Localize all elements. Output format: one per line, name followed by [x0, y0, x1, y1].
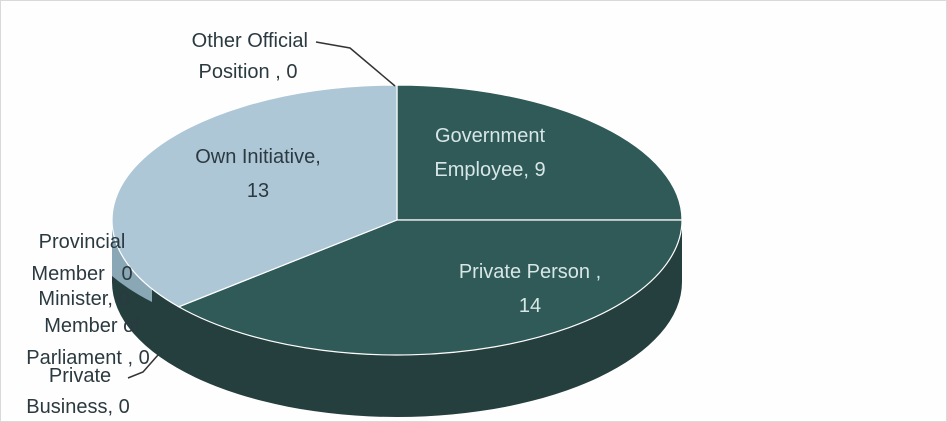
label-parliament-line1: Member of: [44, 315, 140, 337]
label-private-person-line2: 14: [519, 295, 541, 317]
label-own-initiative-line1: Own Initiative,: [195, 146, 321, 168]
label-parliament-line2: Parliament , 0: [26, 347, 149, 369]
pie-side-light: [112, 220, 152, 302]
label-private-business-line2: Business, 0: [26, 396, 129, 418]
label-provincial-member-line1: Provincial: [39, 231, 126, 253]
label-provincial-member-line2: Member , 0: [31, 263, 132, 285]
label-own-initiative-line2: 13: [247, 180, 269, 202]
label-minister: Minister, 0: [38, 288, 129, 310]
label-government-employee-line1: Government: [435, 125, 545, 147]
slice-layer: [111, 84, 683, 356]
pie-slice-government-employee: [396, 84, 683, 221]
label-government-employee-line2: Employee, 9: [434, 159, 545, 181]
pie-side-wall: [112, 220, 682, 417]
label-other-official-line2: Position , 0: [199, 61, 298, 83]
leader-line-parliament: [127, 354, 159, 379]
pie-slice-private-person: [177, 219, 683, 356]
label-private-person-line1: Private Person ,: [459, 261, 601, 283]
pie-slice-own-initiative: [111, 84, 398, 308]
label-other-official-line1: Other Official: [192, 30, 308, 52]
label-private-business-line1: Private: [49, 365, 111, 387]
leader-line-other-official: [315, 41, 396, 87]
